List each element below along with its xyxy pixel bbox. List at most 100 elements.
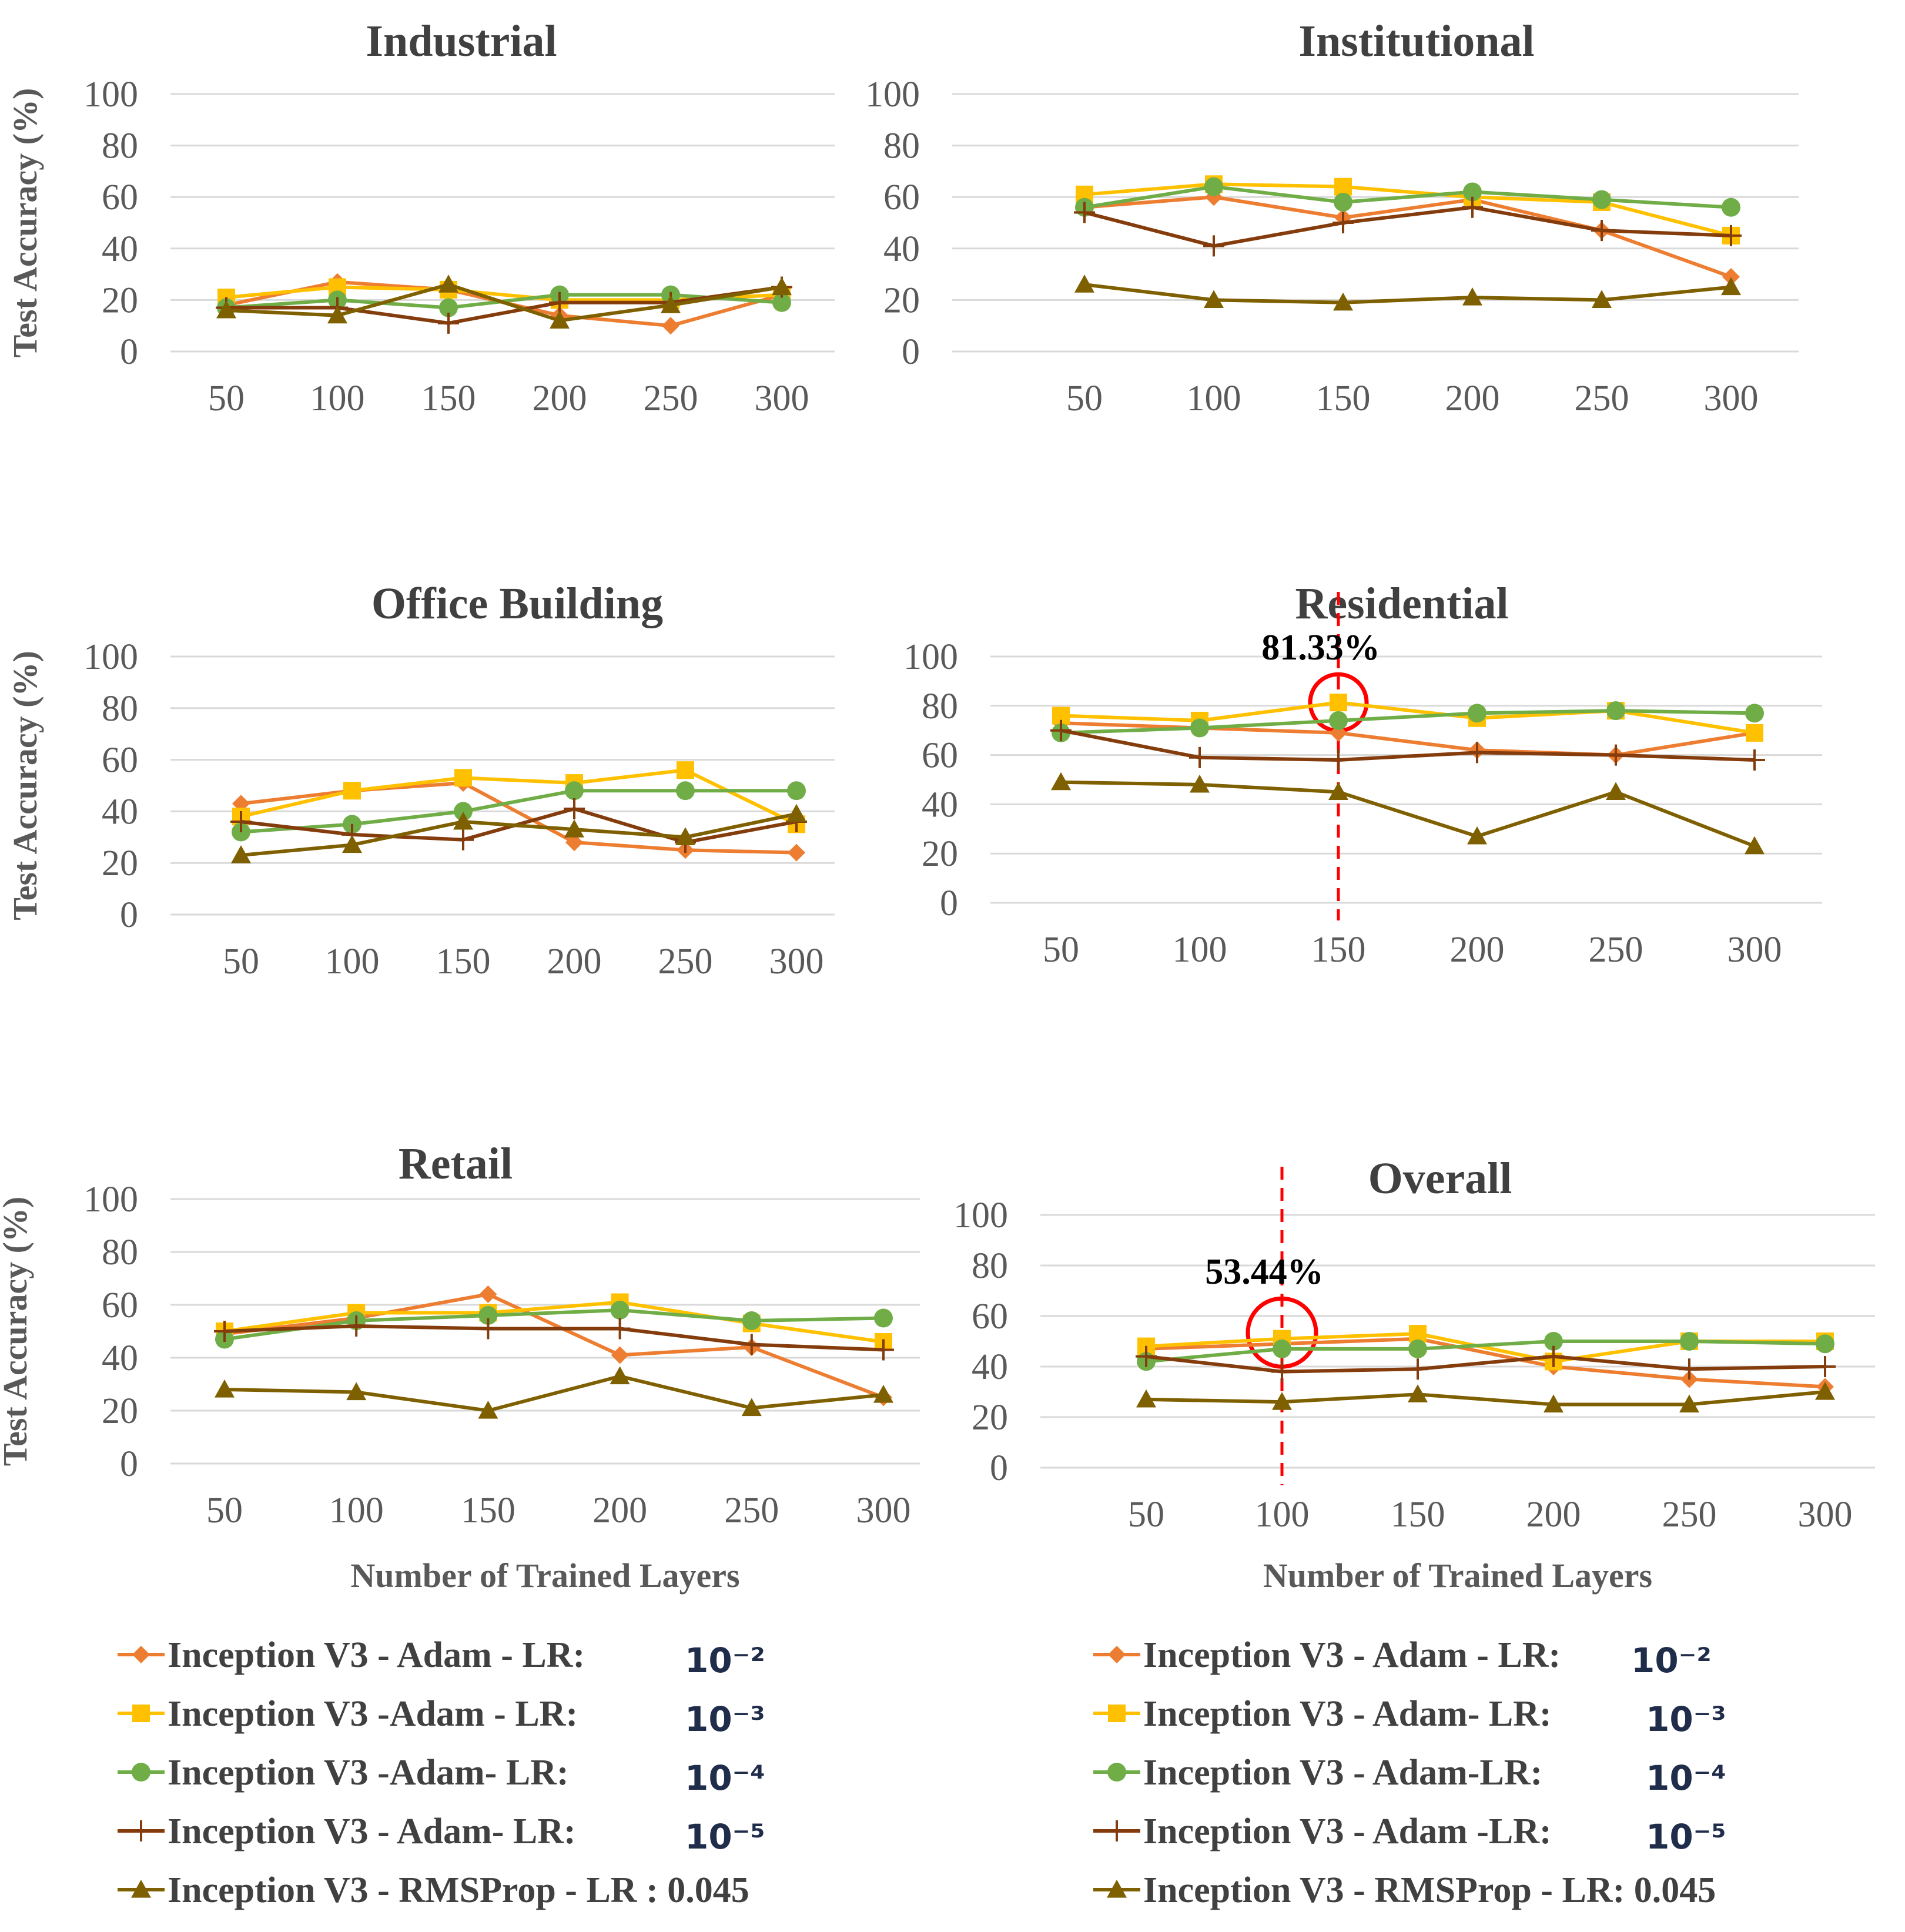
legend-exponent: 10⁻⁵ (1646, 1817, 1726, 1857)
chart-title: Institutional (1298, 16, 1534, 66)
y-axis-label: Test Accuracy (%) (6, 88, 44, 358)
series-line-1 (1084, 195, 1732, 279)
data-point (1591, 220, 1612, 242)
x-tick-label: 50 (206, 1491, 243, 1531)
x-tick-label: 100 (310, 379, 365, 418)
x-tick-label: 250 (644, 379, 698, 418)
data-point (1190, 774, 1210, 793)
chart-title: Office Building (371, 579, 663, 628)
legend-swatch-marker (132, 1705, 150, 1722)
data-point (676, 781, 695, 801)
chart-panel-residential: Residential 0 20 40 60 80 100 50 100 150 200 250 300… (903, 579, 1822, 970)
data-point (661, 295, 681, 313)
series-line-4 (1146, 1354, 1826, 1374)
data-point (1136, 1345, 1157, 1367)
data-point (215, 1379, 235, 1398)
x-tick-label: 250 (1575, 379, 1629, 418)
data-point (1679, 1394, 1699, 1413)
y-tick-label: 100 (83, 75, 138, 115)
series-line-5 (1146, 1390, 1826, 1407)
x-tick-label: 100 (1173, 930, 1227, 970)
y-tick-label: 100 (83, 637, 138, 677)
data-point (874, 1308, 893, 1328)
x-tick-label: 150 (1391, 1495, 1445, 1535)
data-point (1271, 1361, 1293, 1382)
data-point (1721, 277, 1741, 296)
chart-panel-retail: Retail 0 20 40 60 80 100 50 100 150 200 250 300 Test … (0, 1139, 920, 1595)
chart-title: Industrial (366, 16, 557, 66)
data-point (787, 781, 806, 801)
x-tick-label: 100 (1255, 1495, 1310, 1535)
x-tick-label: 300 (856, 1491, 911, 1531)
y-tick-label: 100 (865, 75, 920, 115)
y-tick-label: 40 (102, 229, 138, 269)
data-point (1462, 196, 1483, 218)
data-point (479, 1285, 497, 1303)
series-line-5 (1060, 780, 1756, 848)
series-line-1 (224, 1292, 885, 1399)
series-line-5 (224, 1374, 884, 1413)
data-point (1722, 267, 1740, 286)
data-point (1592, 290, 1612, 308)
data-point (1407, 1358, 1428, 1380)
data-point (1468, 704, 1486, 723)
data-point (1467, 742, 1488, 764)
legend-label: Inception V3 - Adam - LR: (168, 1635, 585, 1675)
x-tick-label: 250 (1662, 1495, 1717, 1535)
y-tick-label: 60 (972, 1297, 1008, 1337)
data-point (230, 811, 252, 832)
legend-label: Inception V3 - RMSProp - LR : 0.045 (168, 1870, 749, 1910)
y-tick-label: 20 (102, 1391, 138, 1431)
data-point (1467, 826, 1487, 845)
x-tick-label: 100 (1187, 379, 1241, 418)
chart-title: Retail (399, 1139, 513, 1188)
y-tick-label: 0 (940, 883, 958, 923)
data-point (1074, 274, 1094, 293)
y-tick-label: 60 (102, 1285, 138, 1325)
annotation-label: 53.44% (1205, 1252, 1324, 1292)
data-point (1605, 744, 1626, 766)
series-line-3 (240, 789, 796, 834)
legend-swatch-marker (132, 1646, 150, 1663)
data-point (741, 1334, 762, 1355)
legend-swatch-marker (130, 1820, 152, 1841)
data-point (1606, 701, 1625, 721)
legend-label: Inception V3 - RMSProp - LR: 0.045 (1143, 1870, 1716, 1910)
legend-swatch-marker (1108, 1646, 1126, 1663)
data-point (1136, 1389, 1156, 1408)
annotation-label: 81.33% (1261, 628, 1380, 668)
chart-panel-office-building: Office Building 0 20 40 60 80 100 50 100 150 200 25… (6, 579, 835, 982)
y-tick-label: 60 (922, 736, 958, 776)
series-line-2 (1084, 182, 1732, 237)
y-tick-label: 40 (102, 792, 138, 832)
y-tick-label: 80 (972, 1246, 1008, 1286)
y-tick-label: 20 (922, 834, 958, 874)
x-tick-label: 200 (592, 1491, 647, 1531)
legend-swatch-marker (132, 1763, 150, 1782)
data-point (1334, 178, 1352, 196)
chart-title: Overall (1368, 1154, 1512, 1203)
x-tick-label: 150 (461, 1491, 515, 1531)
data-point (478, 1306, 498, 1325)
x-tick-label: 150 (1316, 379, 1371, 418)
data-point (565, 833, 583, 852)
series-line-3 (1084, 185, 1732, 209)
series-line-2 (224, 1300, 884, 1344)
y-tick-label: 20 (102, 843, 138, 883)
legend-exponent: 10⁻³ (685, 1699, 765, 1739)
legend-exponent: 10⁻⁴ (1646, 1758, 1726, 1798)
data-point (1544, 1394, 1563, 1413)
y-tick-label: 0 (902, 332, 920, 372)
data-point (327, 305, 347, 324)
x-tick-label: 250 (724, 1491, 779, 1531)
legend-exponent: 10⁻³ (1646, 1699, 1726, 1739)
legend-exponent: 10⁻² (1631, 1640, 1712, 1680)
data-point (1333, 292, 1353, 311)
legend-swatch-marker (1106, 1820, 1127, 1841)
data-point (1329, 711, 1348, 730)
legend-exponent: 10⁻² (685, 1640, 765, 1680)
legend-label: Inception V3 - Adam -LR: (1143, 1812, 1552, 1851)
data-point (741, 1398, 762, 1417)
legend-swatch-marker (1107, 1880, 1127, 1898)
data-point (1679, 1358, 1700, 1380)
